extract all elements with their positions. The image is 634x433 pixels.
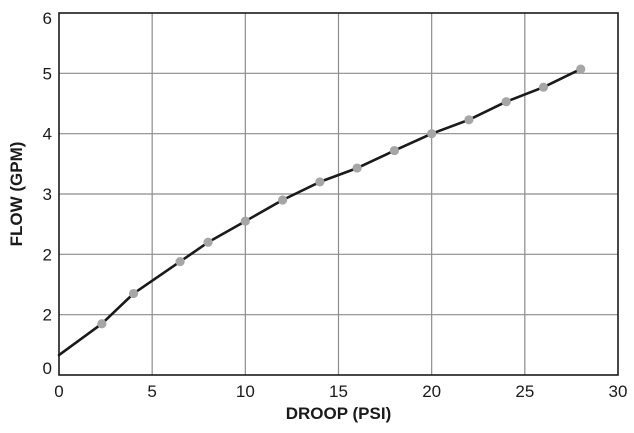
data-point <box>175 256 185 267</box>
data-point <box>97 319 107 329</box>
x-axis-title: DROOP (PSI) <box>286 404 391 423</box>
data-point <box>501 97 511 107</box>
y-tick-label: 3 <box>43 185 52 204</box>
data-point <box>464 115 474 125</box>
x-tick-label: 25 <box>515 382 534 401</box>
y-tick-label: 5 <box>43 64 52 83</box>
y-tick-label: 2 <box>43 245 52 264</box>
x-tick-label: 5 <box>147 382 156 401</box>
data-point <box>538 82 549 92</box>
data-point <box>576 64 586 74</box>
plot-frame <box>58 12 619 376</box>
tick-labels: 0 5 10 15 20 25 30 0 2 2 3 4 5 6 <box>43 9 628 401</box>
data-point <box>315 177 325 187</box>
series-line <box>57 67 583 357</box>
y-tick-label: 0 <box>43 359 52 378</box>
x-tick-label: 15 <box>329 382 348 401</box>
data-point <box>128 288 139 299</box>
grid <box>59 13 618 375</box>
series <box>57 64 586 357</box>
y-axis-title: FLOW (GPM) <box>7 142 26 247</box>
x-tick-label: 0 <box>54 382 63 401</box>
data-point <box>240 216 250 226</box>
x-tick-label: 20 <box>422 382 441 401</box>
x-tick-label: 10 <box>236 382 255 401</box>
data-point <box>352 163 362 173</box>
data-point <box>203 237 213 247</box>
data-point <box>389 145 399 156</box>
x-tick-label: 30 <box>609 382 628 401</box>
data-point <box>427 129 437 139</box>
y-tick-label: 4 <box>43 125 52 144</box>
y-tick-label: 2 <box>43 306 52 325</box>
y-tick-label: 6 <box>43 9 52 28</box>
data-point <box>278 195 288 205</box>
